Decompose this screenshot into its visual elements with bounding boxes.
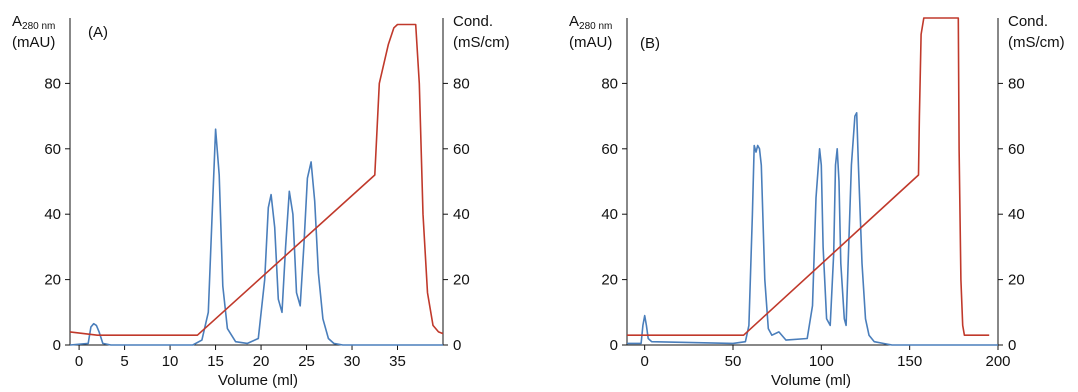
- x-tick-label: 10: [162, 353, 179, 370]
- right-y-tick-label: 20: [453, 272, 470, 289]
- right-y-tick-label: 80: [453, 75, 470, 92]
- right-y-tick-label: 40: [453, 206, 470, 223]
- left-axis-title-subscript: 280 nm: [22, 21, 55, 32]
- x-axis-title: Volume (ml): [771, 372, 851, 389]
- x-tick-label: 0: [640, 353, 648, 370]
- left-axis-unit: (mAU): [569, 34, 612, 51]
- right-y-tick-label: 60: [1008, 141, 1025, 158]
- conductivity-trace: [69, 23, 444, 337]
- x-tick-label: 200: [985, 353, 1010, 370]
- x-tick-label: 100: [809, 353, 834, 370]
- absorbance-trace: [69, 128, 443, 346]
- x-tick-label: 15: [207, 353, 224, 370]
- panel-label: (A): [88, 24, 108, 41]
- left-y-tick-label: 0: [610, 337, 618, 354]
- right-y-tick-label: 0: [1008, 337, 1016, 354]
- left-y-tick-label: 40: [44, 206, 61, 223]
- conductivity-trace: [627, 17, 990, 337]
- right-y-tick-label: 0: [453, 337, 461, 354]
- panel-label: (B): [640, 35, 660, 52]
- x-tick-label: 30: [344, 353, 361, 370]
- x-tick-label: 35: [389, 353, 406, 370]
- right-y-tick-label: 60: [453, 141, 470, 158]
- left-y-tick-label: 80: [44, 75, 61, 92]
- right-axis-unit: (mS/cm): [1008, 34, 1065, 51]
- left-y-tick-label: 60: [601, 141, 618, 158]
- left-axis-title-subscript: 280 nm: [579, 21, 612, 32]
- x-tick-label: 150: [897, 353, 922, 370]
- left-axis-unit: (mAU): [12, 34, 55, 51]
- left-y-tick-label: 20: [44, 272, 61, 289]
- chart-panel-a: 0 5 10 15 20 25 30 35 0 20 40 60 80 0 20 40 60 80 (A) A280 …: [12, 13, 510, 389]
- left-y-tick-label: 40: [601, 206, 618, 223]
- right-axis-title: Cond.: [453, 13, 493, 30]
- x-tick-label: 25: [298, 353, 315, 370]
- x-tick-label: 5: [120, 353, 128, 370]
- x-tick-label: 50: [725, 353, 742, 370]
- x-axis-title: Volume (ml): [218, 372, 298, 389]
- left-axis-title-main: A: [569, 13, 579, 30]
- absorbance-trace: [627, 112, 998, 346]
- left-axis-title: A280 nm: [12, 13, 55, 32]
- left-y-tick-label: 60: [44, 141, 61, 158]
- x-tick-label: 20: [253, 353, 270, 370]
- right-y-tick-label: 80: [1008, 75, 1025, 92]
- left-y-tick-label: 20: [601, 272, 618, 289]
- right-axis-title: Cond.: [1008, 13, 1048, 30]
- left-y-tick-label: 0: [53, 337, 61, 354]
- x-tick-label: 0: [75, 353, 83, 370]
- right-axis-unit: (mS/cm): [453, 34, 510, 51]
- left-y-tick-label: 80: [601, 75, 618, 92]
- left-axis-title-main: A: [12, 13, 22, 30]
- right-y-tick-label: 20: [1008, 272, 1025, 289]
- right-y-tick-label: 40: [1008, 206, 1025, 223]
- left-axis-title: A280 nm: [569, 13, 612, 32]
